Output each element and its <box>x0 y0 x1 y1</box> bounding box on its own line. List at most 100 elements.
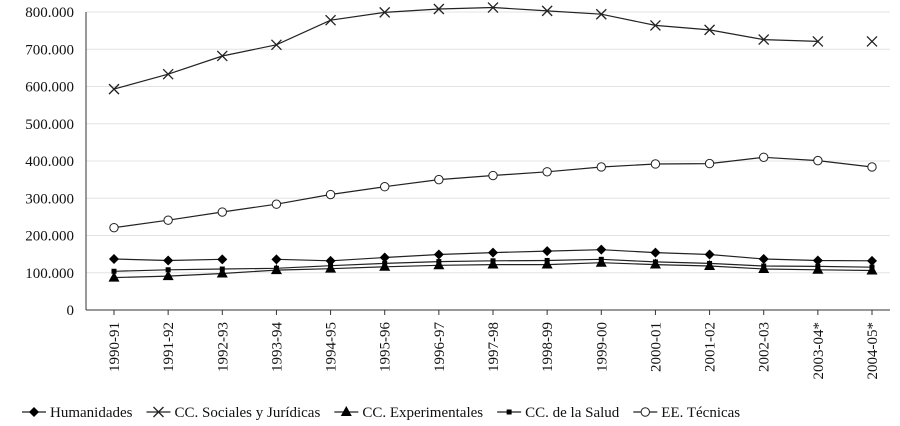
data-point <box>542 167 552 177</box>
data-point <box>379 6 391 18</box>
data-point <box>271 254 282 265</box>
data-point <box>487 2 499 13</box>
data-point <box>163 215 173 225</box>
data-point <box>379 252 390 263</box>
legend-label: Humanidades <box>50 405 133 421</box>
series-line <box>113 156 873 229</box>
y-tick-label: 100.000 <box>25 266 74 282</box>
y-tick-label: 400.000 <box>25 154 74 170</box>
data-point <box>111 268 117 274</box>
x-tick-label: 1994-95 <box>324 322 340 372</box>
legend-label: CC. Sociales y Jurídicas <box>174 405 320 421</box>
data-point <box>216 267 228 278</box>
data-point <box>108 271 120 282</box>
x-tick-label: 1992-93 <box>215 322 231 372</box>
legend-marker <box>640 407 650 417</box>
y-tick-label: 700.000 <box>25 42 74 58</box>
data-point <box>217 254 228 265</box>
legend-marker <box>29 407 39 417</box>
y-tick-label: 800.000 <box>25 5 74 21</box>
data-point <box>487 258 499 269</box>
legend-label: CC. Experimentales <box>362 405 483 421</box>
data-point <box>707 260 713 266</box>
x-tick-label: 1995-96 <box>378 322 394 372</box>
y-tick-label: 300.000 <box>25 191 74 207</box>
y-tick-label: 0 <box>67 303 75 319</box>
data-point <box>761 263 767 269</box>
data-point <box>758 34 770 46</box>
legend: Humanidades CC. Sociales y Jurídicas CC. E… <box>22 405 740 421</box>
data-point <box>812 255 823 266</box>
data-point <box>541 5 553 17</box>
data-point <box>867 162 877 172</box>
data-point <box>488 247 498 258</box>
data-point <box>325 14 337 26</box>
x-tick-label: 2003-04* <box>811 322 827 380</box>
legend-marker <box>340 406 352 416</box>
y-tick-label: 600.000 <box>25 80 74 96</box>
data-point <box>273 265 279 271</box>
data-point <box>541 258 553 269</box>
data-point <box>490 258 496 264</box>
x-tick-label: 2004-05* <box>865 322 881 380</box>
x-tick-label: 2002-03 <box>757 322 773 372</box>
data-point <box>434 174 444 185</box>
data-point <box>596 162 606 172</box>
x-tick-label: 1990-91 <box>107 322 123 372</box>
data-point <box>704 158 715 169</box>
x-tick-label: 1996-97 <box>432 322 448 372</box>
legend-marker <box>506 409 512 415</box>
data-point <box>652 259 658 265</box>
legend-item: CC. de la Salud <box>497 405 620 421</box>
x-tick-label: 1993-94 <box>269 322 285 372</box>
data-point <box>869 264 875 270</box>
data-point <box>812 35 824 47</box>
data-point <box>813 155 823 166</box>
x-tick-label: 2001-02 <box>703 322 719 372</box>
data-point <box>109 253 119 264</box>
data-point <box>433 249 444 260</box>
legend-item: Humanidades <box>22 405 133 421</box>
series-x <box>108 2 878 95</box>
x-tick-label: 1991-92 <box>161 322 177 372</box>
data-point <box>867 255 877 266</box>
legend-label: EE. Técnicas <box>661 405 740 421</box>
data-point <box>759 152 769 162</box>
data-point <box>815 263 821 269</box>
series-square <box>111 256 875 274</box>
gridlines <box>86 11 890 274</box>
data-point <box>382 260 388 266</box>
x-tick-label: 1997-98 <box>486 322 502 372</box>
legend-item: CC. Experimentales <box>334 405 483 421</box>
legend-item: CC. Sociales y Jurídicas <box>146 405 320 421</box>
data-point <box>544 257 550 263</box>
y-tick-label: 500.000 <box>25 117 74 133</box>
data-point <box>649 19 661 31</box>
data-point <box>219 266 225 272</box>
data-point <box>488 170 498 181</box>
y-tick-label: 200.000 <box>25 229 74 245</box>
data-point <box>542 246 553 257</box>
data-point <box>217 207 227 217</box>
data-point <box>271 199 282 209</box>
data-point <box>704 249 715 260</box>
data-point <box>436 259 442 265</box>
series-layer <box>108 2 878 282</box>
series-circle <box>109 152 877 233</box>
data-point <box>165 267 171 273</box>
data-point <box>598 256 604 262</box>
x-tick-label: 2000-01 <box>648 322 664 372</box>
data-point <box>596 244 607 255</box>
data-point <box>433 259 445 270</box>
series-line <box>114 8 872 90</box>
x-tick-label: 1999-00 <box>594 322 610 372</box>
data-point <box>595 8 607 20</box>
data-point <box>325 189 336 200</box>
data-point <box>108 83 120 95</box>
series-diamond <box>109 244 877 266</box>
data-point <box>328 263 334 269</box>
data-point <box>650 159 661 169</box>
data-point <box>380 182 390 192</box>
data-point <box>163 255 174 266</box>
